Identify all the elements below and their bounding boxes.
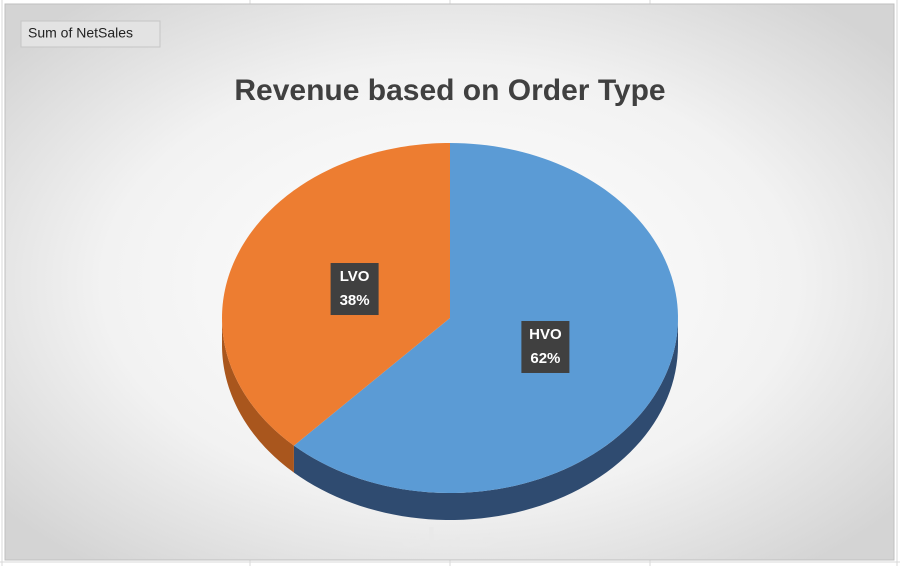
field-button-label: Sum of NetSales xyxy=(28,25,133,41)
slice xyxy=(293,143,678,493)
data-label-box xyxy=(521,320,570,373)
data-label-value: 38% xyxy=(340,292,370,309)
slice-side xyxy=(293,318,678,520)
data-label-value: 62% xyxy=(530,350,560,367)
chart-title: Revenue based on Order Type xyxy=(234,74,665,107)
field-button[interactable] xyxy=(20,20,161,48)
pie: HVO 62% LVO 38% xyxy=(222,143,678,520)
data-label-box xyxy=(330,263,379,316)
slice-side xyxy=(222,318,294,473)
data-label-category: LVO xyxy=(340,268,370,285)
watermark: خمسات xyxy=(401,523,500,553)
data-label-category: HVO xyxy=(529,326,562,343)
